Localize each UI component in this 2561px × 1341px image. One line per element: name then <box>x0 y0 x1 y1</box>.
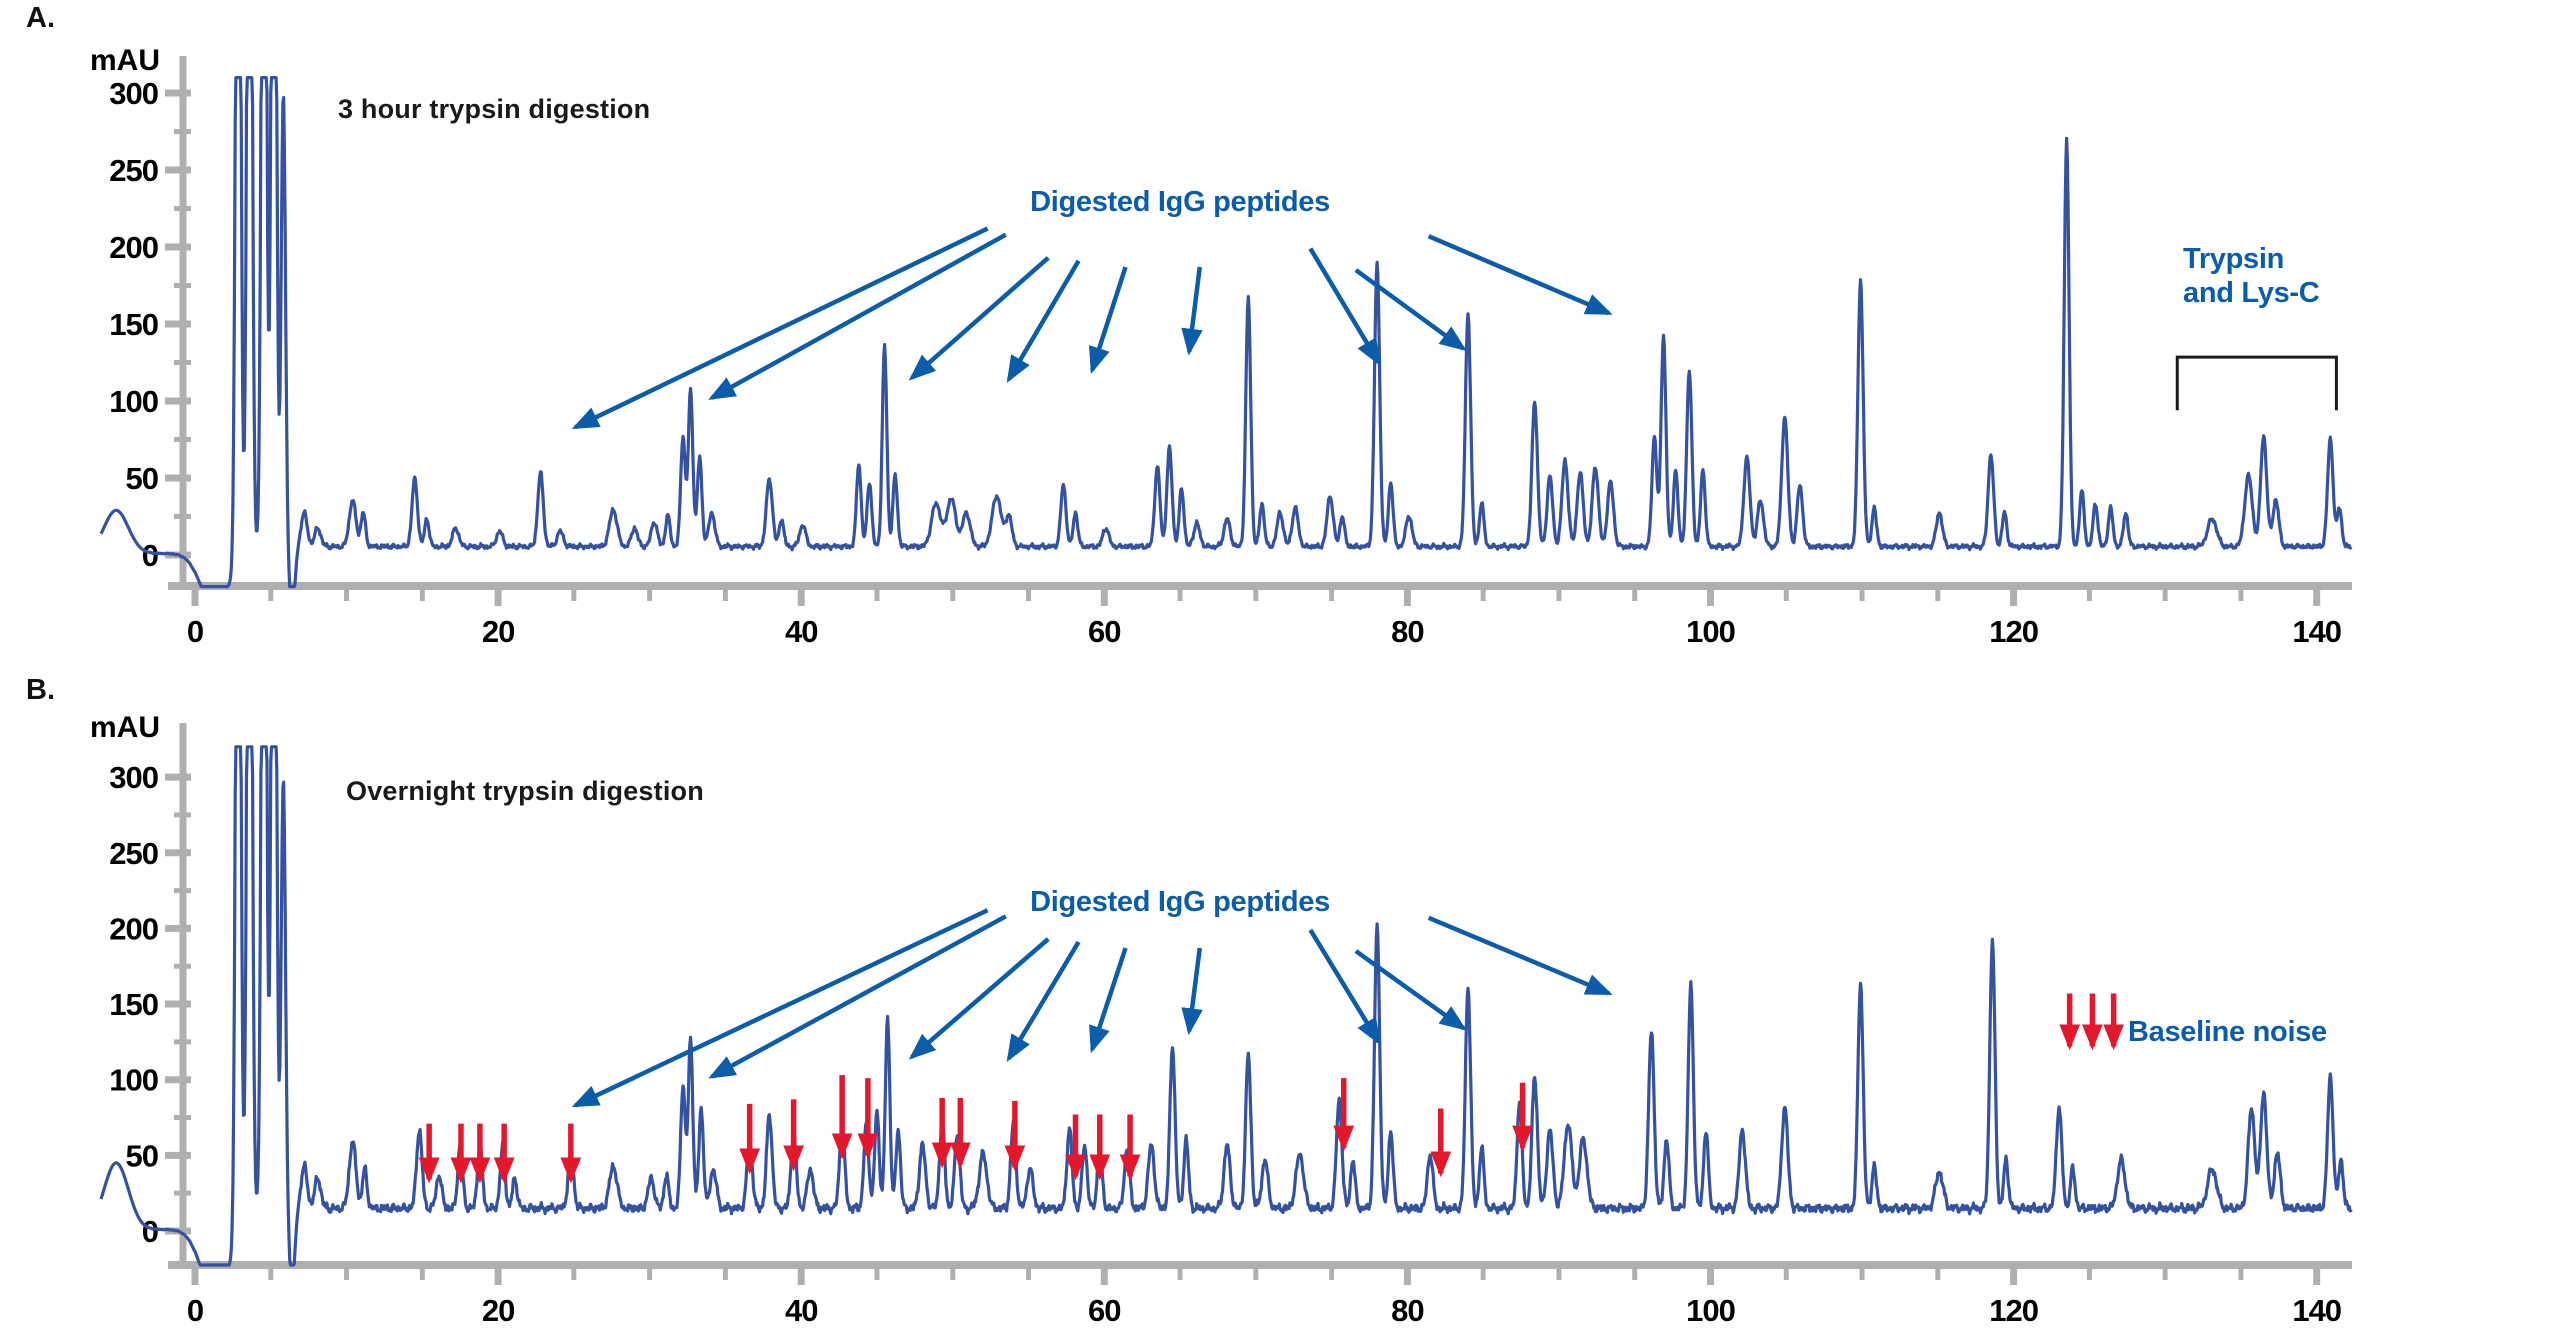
svg-text:0: 0 <box>142 538 158 573</box>
svg-text:140: 140 <box>2292 614 2341 649</box>
svg-text:120: 120 <box>1989 1293 2038 1328</box>
svg-text:60: 60 <box>1088 1293 1120 1328</box>
panel-a-digested-igg-label: Digested IgG peptides <box>1030 186 1330 218</box>
svg-text:300: 300 <box>109 76 158 111</box>
svg-text:300: 300 <box>109 760 158 795</box>
svg-text:mAU: mAU <box>90 711 160 744</box>
svg-text:150: 150 <box>109 307 158 342</box>
trypsin-lysc-label: Trypsin and Lys-C <box>2183 242 2320 310</box>
svg-text:200: 200 <box>109 230 158 265</box>
svg-text:100: 100 <box>109 384 158 419</box>
svg-text:80: 80 <box>1391 614 1423 649</box>
svg-text:120: 120 <box>1989 614 2038 649</box>
svg-text:mAU: mAU <box>90 44 160 77</box>
panel-b-label: B. <box>26 674 55 706</box>
svg-text:20: 20 <box>482 1293 514 1328</box>
svg-text:250: 250 <box>109 153 158 188</box>
panel-b-title: Overnight trypsin digestion <box>346 776 704 806</box>
panel-b-digested-igg-label: Digested IgG peptides <box>1030 886 1330 918</box>
svg-text:100: 100 <box>1686 1293 1735 1328</box>
panel-a-label: A. <box>26 2 55 34</box>
svg-text:80: 80 <box>1391 1293 1423 1328</box>
svg-text:140: 140 <box>2292 1293 2341 1328</box>
svg-text:50: 50 <box>126 461 158 496</box>
baseline-noise-label: Baseline noise <box>2128 1016 2327 1048</box>
trypsin-lysc-line2: and Lys-C <box>2183 277 2320 309</box>
svg-text:40: 40 <box>785 614 817 649</box>
svg-text:0: 0 <box>187 614 203 649</box>
svg-text:100: 100 <box>109 1063 158 1098</box>
svg-text:20: 20 <box>482 614 514 649</box>
svg-text:0: 0 <box>187 1293 203 1328</box>
svg-text:100: 100 <box>1686 614 1735 649</box>
svg-text:150: 150 <box>109 987 158 1022</box>
svg-text:250: 250 <box>109 836 158 871</box>
svg-text:60: 60 <box>1088 614 1120 649</box>
trypsin-lysc-line1: Trypsin <box>2183 243 2285 275</box>
svg-text:200: 200 <box>109 911 158 946</box>
panel-a-title: 3 hour trypsin digestion <box>338 94 651 124</box>
svg-text:40: 40 <box>785 1293 817 1328</box>
svg-text:50: 50 <box>126 1138 158 1173</box>
svg-text:0: 0 <box>142 1214 158 1249</box>
